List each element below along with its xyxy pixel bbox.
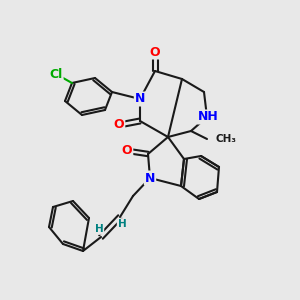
Text: H: H (118, 219, 126, 229)
Text: N: N (145, 172, 155, 184)
Text: O: O (122, 145, 132, 158)
Text: O: O (150, 46, 160, 59)
Text: Cl: Cl (50, 68, 63, 80)
Text: CH₃: CH₃ (215, 134, 236, 144)
Text: H: H (94, 224, 103, 234)
Text: O: O (114, 118, 124, 131)
Text: N: N (135, 92, 145, 106)
Text: NH: NH (198, 110, 218, 124)
